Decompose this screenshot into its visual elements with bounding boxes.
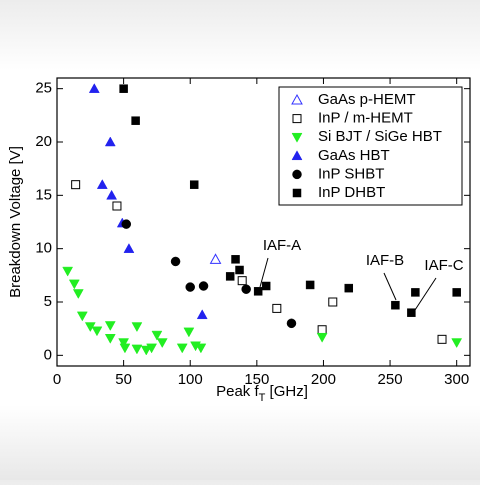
point bbox=[195, 343, 207, 354]
point bbox=[196, 309, 208, 320]
x-label-unit: [GHz] bbox=[265, 383, 308, 400]
point bbox=[76, 311, 88, 322]
point bbox=[316, 332, 328, 343]
point bbox=[170, 256, 181, 267]
point bbox=[261, 281, 271, 291]
y-tick-label: 10 bbox=[35, 240, 52, 257]
legend-marker bbox=[291, 150, 303, 161]
point bbox=[106, 189, 118, 200]
annotation: IAF-B bbox=[366, 252, 404, 269]
point bbox=[104, 334, 116, 344]
point bbox=[96, 179, 108, 189]
legend-marker bbox=[292, 169, 302, 180]
annotation-line bbox=[383, 272, 397, 301]
legend-marker bbox=[291, 132, 303, 143]
x-tick-label: 150 bbox=[244, 371, 269, 388]
y-tick-label: 0 bbox=[44, 346, 52, 363]
point bbox=[272, 303, 282, 313]
point bbox=[241, 284, 251, 294]
point bbox=[112, 201, 122, 211]
point bbox=[119, 84, 128, 93]
point bbox=[68, 279, 80, 290]
point bbox=[146, 343, 158, 354]
x-tick-label: 0 bbox=[53, 371, 61, 388]
point bbox=[62, 266, 74, 277]
point bbox=[123, 243, 135, 253]
point bbox=[231, 255, 240, 264]
point bbox=[118, 338, 130, 349]
point bbox=[176, 343, 188, 354]
point bbox=[131, 116, 140, 125]
point bbox=[237, 276, 247, 286]
x-tick-label: 200 bbox=[311, 371, 336, 388]
legend-marker bbox=[292, 188, 302, 198]
point bbox=[119, 343, 131, 354]
annotation-line bbox=[414, 277, 437, 311]
x-label-main: Peak f bbox=[216, 383, 259, 400]
point bbox=[151, 330, 163, 341]
point bbox=[198, 281, 209, 291]
point bbox=[225, 272, 235, 281]
point bbox=[286, 318, 297, 329]
point bbox=[209, 253, 222, 264]
annotation-line bbox=[259, 257, 269, 288]
point bbox=[72, 289, 84, 299]
point bbox=[183, 327, 195, 338]
point bbox=[185, 282, 195, 292]
point bbox=[344, 283, 354, 293]
point bbox=[391, 300, 400, 310]
annotation: IAF-A bbox=[263, 237, 301, 254]
point bbox=[407, 308, 416, 317]
x-tick-label: 50 bbox=[115, 371, 132, 388]
y-axis-label: Breakdown Voltage [V] bbox=[7, 146, 24, 298]
legend-label: InP DHBT bbox=[318, 184, 385, 201]
point bbox=[235, 265, 244, 275]
point bbox=[451, 338, 463, 349]
x-axis-label: Peak fT [GHz] bbox=[216, 383, 308, 404]
point bbox=[104, 321, 116, 331]
x-label-sub: T bbox=[259, 392, 266, 404]
point bbox=[71, 180, 81, 190]
point bbox=[104, 136, 116, 147]
annotation: IAF-C bbox=[424, 257, 463, 274]
y-tick-label: 15 bbox=[35, 186, 52, 203]
point bbox=[189, 180, 199, 189]
point bbox=[131, 322, 143, 333]
point bbox=[452, 288, 461, 297]
point bbox=[437, 334, 447, 344]
point bbox=[328, 297, 338, 307]
point bbox=[88, 83, 100, 93]
x-tick-label: 250 bbox=[378, 371, 403, 388]
legend-label: Si BJT / SiGe HBT bbox=[318, 128, 442, 145]
point bbox=[253, 287, 263, 296]
point bbox=[91, 326, 103, 337]
x-tick-label: 300 bbox=[444, 371, 469, 388]
legend-label: InP SHBT bbox=[318, 165, 384, 182]
legend-marker bbox=[291, 93, 303, 105]
legend-marker bbox=[292, 114, 302, 124]
point bbox=[305, 280, 315, 290]
point bbox=[411, 288, 420, 297]
y-tick-label: 20 bbox=[35, 133, 52, 150]
y-tick-label: 5 bbox=[44, 293, 52, 310]
y-tick-label: 25 bbox=[35, 80, 52, 97]
point bbox=[156, 338, 168, 349]
point bbox=[131, 344, 143, 355]
x-tick-label: 100 bbox=[178, 371, 203, 388]
legend-box bbox=[278, 86, 463, 206]
point bbox=[121, 219, 132, 229]
legend-label: GaAs HBT bbox=[318, 147, 390, 164]
legend-label: GaAs p-HEMT bbox=[318, 91, 416, 108]
legend-label: InP / m-HEMT bbox=[318, 110, 413, 127]
